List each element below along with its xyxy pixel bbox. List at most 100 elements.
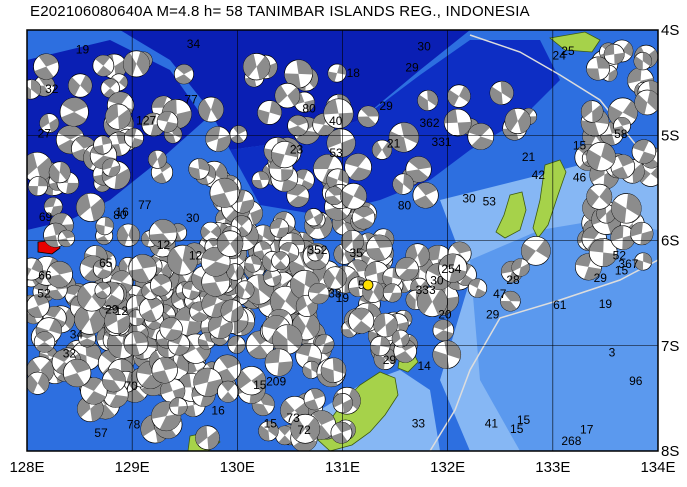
depth-label: 30 bbox=[417, 39, 431, 53]
focal-mechanism-beachball bbox=[74, 304, 106, 335]
depth-label: 12 bbox=[115, 304, 129, 318]
focal-mechanism-beachball bbox=[284, 59, 313, 89]
focal-mechanism-beachball bbox=[382, 283, 402, 303]
focal-mechanism-beachball bbox=[326, 128, 356, 158]
focal-mechanism-beachball bbox=[235, 280, 255, 300]
latitude-label: 7S bbox=[661, 338, 679, 355]
focal-mechanism-beachball bbox=[101, 158, 121, 177]
focal-mechanism-beachball bbox=[327, 63, 347, 83]
focal-mechanism-beachball bbox=[504, 107, 531, 135]
focal-mechanism-beachball bbox=[104, 307, 131, 334]
focal-mechanism-beachball bbox=[432, 319, 455, 342]
focal-mechanism-beachball bbox=[122, 50, 150, 78]
depth-label: 15 bbox=[573, 138, 587, 152]
focal-mechanism-beachball bbox=[348, 307, 375, 334]
focal-mechanism-beachball bbox=[580, 100, 604, 123]
depth-label: 40 bbox=[329, 114, 343, 128]
latitude-label: 6S bbox=[661, 233, 679, 250]
focal-mechanism-beachball bbox=[611, 193, 642, 224]
depth-label: 52 bbox=[613, 249, 627, 263]
focal-mechanism-beachball bbox=[251, 171, 270, 189]
focal-mechanism-beachball bbox=[416, 286, 448, 318]
depth-label: 46 bbox=[573, 170, 587, 184]
depth-label: 70 bbox=[124, 379, 138, 393]
longitude-labels: 128E 129E 130E 131E 132E 133E 134E bbox=[9, 459, 675, 476]
focal-mechanism-beachball bbox=[634, 89, 658, 116]
focal-mechanism-beachball bbox=[95, 216, 114, 236]
depth-label: 362 bbox=[419, 116, 439, 130]
focal-mechanism-beachball bbox=[634, 252, 653, 271]
focal-mechanism-beachball bbox=[511, 258, 530, 277]
longitude-label: 129E bbox=[115, 459, 150, 476]
depth-label: 333 bbox=[416, 283, 436, 297]
focal-mechanism-beachball bbox=[417, 89, 439, 111]
depth-label: 29 bbox=[405, 61, 419, 75]
longitude-label: 130E bbox=[220, 459, 255, 476]
focal-mechanism-beachball bbox=[167, 244, 198, 276]
depth-label: 19 bbox=[599, 297, 613, 311]
focal-mechanism-beachball bbox=[467, 278, 488, 298]
depth-label: 17 bbox=[580, 423, 594, 437]
focal-mechanism-beachball bbox=[308, 282, 330, 305]
depth-label: 33 bbox=[412, 417, 426, 431]
focal-mechanism-beachball bbox=[116, 223, 140, 247]
depth-label: 80 bbox=[113, 208, 127, 222]
focal-mechanism-beachball bbox=[371, 139, 393, 160]
focal-mechanism-beachball bbox=[340, 182, 367, 210]
focal-mechanism-beachball bbox=[320, 357, 347, 383]
focal-mechanism-beachball bbox=[57, 229, 75, 248]
depth-label: 20 bbox=[438, 307, 452, 321]
depth-label: 30 bbox=[430, 274, 444, 288]
depth-label: 42 bbox=[532, 168, 546, 182]
target-event-marker bbox=[362, 279, 374, 291]
focal-mechanism-beachball bbox=[92, 259, 113, 279]
focal-mechanism-beachball bbox=[340, 229, 364, 254]
focal-mechanism-beachball bbox=[257, 100, 282, 125]
depth-label: 57 bbox=[94, 426, 108, 440]
focal-mechanism-beachball bbox=[588, 238, 618, 267]
focal-mechanism-beachball bbox=[269, 218, 290, 238]
focal-mechanism-beachball bbox=[392, 173, 414, 195]
focal-mechanism-beachball bbox=[351, 206, 376, 230]
focal-mechanism-beachball bbox=[27, 371, 50, 395]
latitude-label: 5S bbox=[661, 127, 679, 144]
focal-mechanism-beachball bbox=[205, 126, 231, 152]
depth-label: 209 bbox=[266, 374, 286, 388]
depth-label: 127 bbox=[136, 114, 156, 128]
depth-label: 14 bbox=[418, 359, 432, 373]
focal-mechanism-beachball bbox=[613, 116, 631, 135]
depth-label: 12 bbox=[157, 238, 171, 252]
focal-mechanism-beachball bbox=[271, 251, 290, 271]
depth-label: 15 bbox=[253, 378, 267, 392]
depth-label: 34 bbox=[187, 37, 201, 51]
focal-mechanism-beachball bbox=[302, 360, 321, 379]
focal-mechanism-beachball bbox=[123, 331, 149, 356]
focal-mechanism-beachball bbox=[373, 312, 398, 338]
focal-mechanism-beachball bbox=[344, 153, 372, 181]
focal-mechanism-beachball bbox=[447, 84, 471, 108]
depth-label: 32 bbox=[63, 346, 77, 360]
focal-mechanism-beachball bbox=[330, 421, 353, 444]
depth-label: 29 bbox=[105, 303, 119, 317]
focal-mechanism-beachball bbox=[306, 244, 324, 262]
focal-mechanism-beachball bbox=[586, 56, 611, 81]
longitude-label: 132E bbox=[430, 459, 465, 476]
depth-label: 24 bbox=[553, 49, 567, 63]
focal-mechanism-beachball bbox=[76, 192, 106, 222]
focal-mechanism-beachball bbox=[33, 53, 60, 80]
depth-label: 16 bbox=[211, 403, 225, 417]
depth-label: 61 bbox=[553, 298, 567, 312]
focal-mechanism-beachball bbox=[395, 257, 419, 281]
focal-mechanisms bbox=[27, 39, 658, 451]
depth-label: 73 bbox=[286, 411, 300, 425]
depth-label: 29 bbox=[383, 353, 397, 367]
depth-label: 47 bbox=[493, 287, 507, 301]
focal-mechanism-beachball bbox=[304, 208, 323, 227]
focal-mechanism-beachball bbox=[263, 268, 282, 287]
depth-label: 268 bbox=[561, 434, 581, 448]
depth-label: 12 bbox=[189, 249, 203, 263]
depth-label: 41 bbox=[485, 417, 499, 431]
land-kai-kecil bbox=[495, 191, 527, 239]
latitude-label: 8S bbox=[661, 443, 679, 460]
focal-mechanism-beachball bbox=[271, 140, 299, 169]
